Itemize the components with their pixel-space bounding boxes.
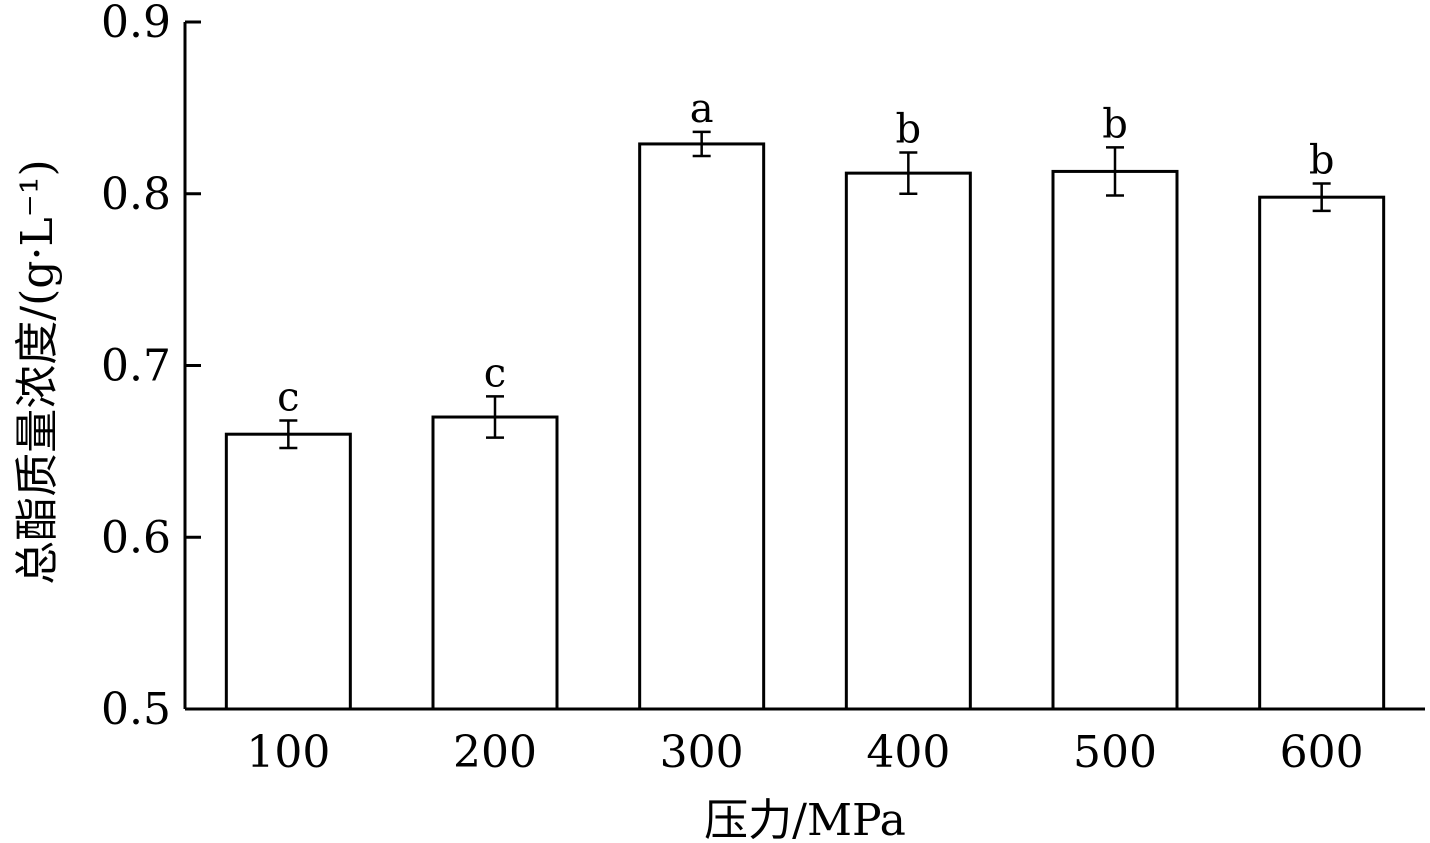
significance-label: c xyxy=(484,350,506,396)
significance-label: b xyxy=(1102,101,1128,147)
significance-label: c xyxy=(277,374,299,420)
y-tick-label: 0.8 xyxy=(101,169,171,220)
bar xyxy=(1051,169,1179,711)
x-tick-label: 200 xyxy=(453,727,537,778)
significance-label: b xyxy=(896,107,922,153)
y-tick-label: 0.5 xyxy=(101,684,171,735)
x-axis-title: 压力/MPa xyxy=(704,795,906,843)
bars-group xyxy=(224,142,1386,711)
bar xyxy=(224,432,352,711)
x-tick-label: 400 xyxy=(866,727,950,778)
bar xyxy=(638,142,766,711)
y-axis-title: 总酯质量浓度/(g·L⁻¹) xyxy=(12,159,63,584)
labels-group: 100 c 200 c 300 a 400 b 500 b 600 b xyxy=(246,86,1363,778)
x-tick-label: 500 xyxy=(1073,727,1157,778)
x-tick-label: 100 xyxy=(246,727,330,778)
y-tick-label: 0.6 xyxy=(101,512,171,563)
significance-label: a xyxy=(690,86,714,132)
x-tick-label: 600 xyxy=(1280,727,1364,778)
error-bars-group xyxy=(279,130,1331,450)
bar xyxy=(844,171,972,711)
bar xyxy=(431,415,559,711)
bar xyxy=(1258,195,1386,711)
y-tick-label: 0.7 xyxy=(101,341,171,392)
y-tick-label: 0.9 xyxy=(101,0,171,48)
x-tick-label: 300 xyxy=(660,727,744,778)
significance-label: b xyxy=(1309,137,1335,183)
